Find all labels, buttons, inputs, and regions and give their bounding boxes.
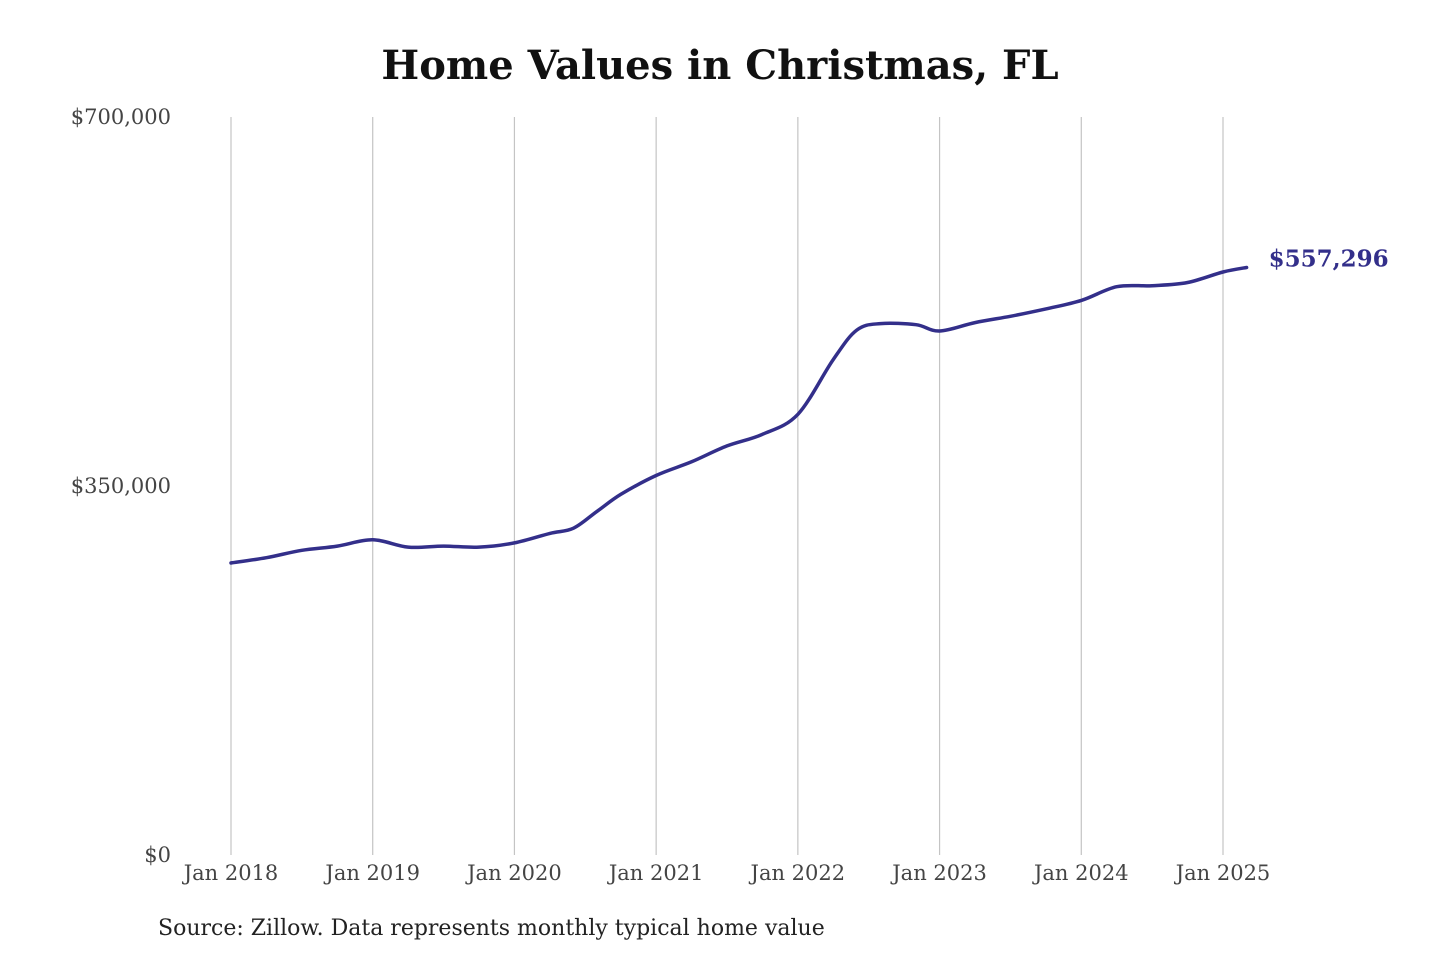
x-tick-label: Jan 2019 xyxy=(323,861,420,885)
end-value-label: $557,296 xyxy=(1269,245,1389,272)
gridlines xyxy=(230,117,1224,855)
series-line xyxy=(229,265,1249,565)
y-tick-label: $0 xyxy=(144,843,171,867)
x-tick-label: Jan 2018 xyxy=(182,861,279,885)
y-axis-ticks: $0 $350,000 $700,000 xyxy=(71,105,171,867)
chart-title: Home Values in Christmas, FL xyxy=(381,42,1059,89)
y-tick-label: $700,000 xyxy=(71,105,171,129)
x-tick-label: Jan 2023 xyxy=(890,861,987,885)
x-tick-label: Jan 2022 xyxy=(749,861,846,885)
x-axis-ticks: Jan 2018 Jan 2019 Jan 2020 Jan 2021 Jan 2022… xyxy=(182,861,1271,885)
x-tick-label: Jan 2024 xyxy=(1032,861,1129,885)
x-tick-label: Jan 2020 xyxy=(465,861,562,885)
series-layer xyxy=(229,265,1249,565)
x-tick-label: Jan 2021 xyxy=(607,861,704,885)
y-tick-label: $350,000 xyxy=(71,474,171,498)
annotation-layer: $557,296 xyxy=(1269,245,1389,272)
x-tick-label: Jan 2025 xyxy=(1174,861,1271,885)
source-note: Source: Zillow. Data represents monthly … xyxy=(158,916,825,941)
